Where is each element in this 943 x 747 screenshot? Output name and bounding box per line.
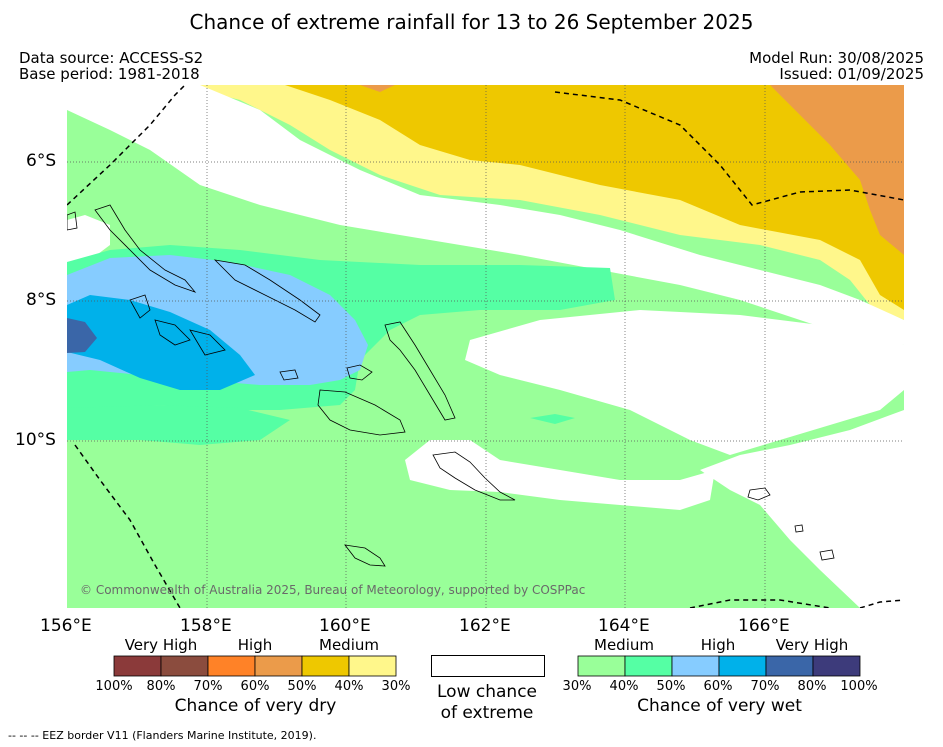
lat-label-6s: 6°S	[26, 151, 57, 171]
dry-swatch-4	[301, 655, 350, 677]
issued-date: Issued: 01/09/2025	[779, 65, 924, 83]
dry-colorbar	[113, 655, 397, 677]
dry-tick-70: 70%	[193, 679, 223, 694]
wet-swatch-4	[765, 655, 814, 677]
wet-swatch-1	[624, 655, 673, 677]
model-run: Model Run: 30/08/2025	[749, 49, 924, 67]
dry-swatch-1	[160, 655, 209, 677]
island-small-3	[819, 549, 835, 561]
dry-tick-30: 30%	[381, 679, 411, 694]
dry-high-region	[285, 85, 904, 310]
dry-swatch-3	[254, 655, 303, 677]
wet-swatch-5	[812, 655, 861, 677]
lat-label-8s: 8°S	[26, 290, 57, 310]
eez-footnote: -- -- -- EEZ border V11 (Flanders Marine…	[8, 729, 317, 742]
wet-legend-title: Chance of very wet	[637, 696, 802, 716]
low-chance-east	[700, 410, 904, 608]
eez-border-southeast	[859, 599, 904, 608]
wet-40pct-strip	[67, 405, 290, 445]
dry-swatch-2	[207, 655, 256, 677]
low-chance-label-2: of extreme	[440, 703, 534, 723]
lon-label-164e: 164°E	[598, 616, 650, 636]
dry-cat-very-high: Very High	[124, 636, 198, 654]
eez-border-northeast	[554, 91, 904, 206]
copyright-notice: © Commonwealth of Australia 2025, Bureau…	[80, 583, 586, 597]
dry-cat-medium: Medium	[319, 636, 379, 654]
meta-right: Model Run: 30/08/2025 Issued: 01/09/2025	[749, 50, 924, 82]
lat-label-10s: 10°S	[15, 430, 56, 450]
island-guadalcanal	[317, 389, 406, 436]
meta-left: Data source: ACCESS-S2 Base period: 1981…	[19, 50, 203, 82]
wet-swatch-2	[671, 655, 720, 677]
eez-border-northwest	[67, 85, 186, 206]
wet-tick-60: 60%	[703, 679, 733, 694]
dry-legend-title: Chance of very dry	[174, 696, 337, 716]
page-title: Chance of extreme rainfall for 13 to 26 …	[189, 10, 754, 34]
eez-borders	[67, 85, 904, 608]
wet-tick-40: 40%	[609, 679, 639, 694]
dry-cat-high: High	[237, 636, 273, 654]
low-chance-label-1: Low chance	[437, 682, 537, 702]
gridlines	[67, 85, 904, 608]
dry-swatch-5	[348, 655, 397, 677]
dry-swatch-0	[113, 655, 162, 677]
dry-tick-100: 100%	[95, 679, 133, 694]
wet-swatch-0	[577, 655, 626, 677]
eez-border-southwest	[74, 444, 181, 608]
wet-tick-70: 70%	[750, 679, 780, 694]
island-outlines	[67, 204, 835, 567]
wet-70pct-region	[67, 318, 97, 353]
island-small-1	[346, 364, 373, 381]
wet-60pct-region	[67, 295, 255, 390]
dry-tick-40: 40%	[334, 679, 364, 694]
island-santa-isabel	[384, 321, 456, 421]
eez-border-south	[689, 599, 831, 608]
lon-label-156e: 156°E	[40, 616, 92, 636]
island-small-5	[279, 369, 299, 381]
lon-label-160e: 160°E	[319, 616, 371, 636]
dry-60pct-small	[360, 85, 395, 92]
island-small-6	[67, 211, 78, 231]
base-period: Base period: 1981-2018	[19, 65, 200, 83]
wet-cat-very-high: Very High	[775, 636, 849, 654]
island-new-georgia	[129, 294, 226, 356]
dry-tick-50: 50%	[287, 679, 317, 694]
wet-tick-30: 30%	[562, 679, 592, 694]
lon-label-162e: 162°E	[459, 616, 511, 636]
wet-tick-50: 50%	[656, 679, 686, 694]
wet-cat-medium: Medium	[594, 636, 654, 654]
island-makira	[344, 544, 386, 567]
low-chance-central	[465, 310, 904, 455]
wet-tick-80: 80%	[797, 679, 827, 694]
dry-60pct-region	[770, 85, 904, 255]
wet-swatch-3	[718, 655, 767, 677]
low-chance-south	[405, 440, 715, 510]
data-source: Data source: ACCESS-S2	[19, 49, 204, 67]
wet-cat-high: High	[700, 636, 736, 654]
island-bougainville	[94, 204, 197, 293]
island-small-2	[747, 487, 771, 501]
low-chance-west-patch	[67, 215, 110, 262]
wet-colorbar	[577, 655, 861, 677]
wet-tick-100: 100%	[840, 679, 878, 694]
map-plot-area	[67, 85, 904, 608]
lon-label-166e: 166°E	[738, 616, 790, 636]
dry-tick-60: 60%	[240, 679, 270, 694]
dry-tick-80: 80%	[146, 679, 176, 694]
low-chance-swatch	[431, 655, 545, 677]
lon-label-158e: 158°E	[180, 616, 232, 636]
island-choiseul	[213, 259, 321, 323]
low-chance-north	[67, 85, 904, 345]
island-small-4	[794, 524, 804, 533]
island-malaita	[432, 451, 516, 501]
wet-40pct-dot	[530, 414, 575, 424]
